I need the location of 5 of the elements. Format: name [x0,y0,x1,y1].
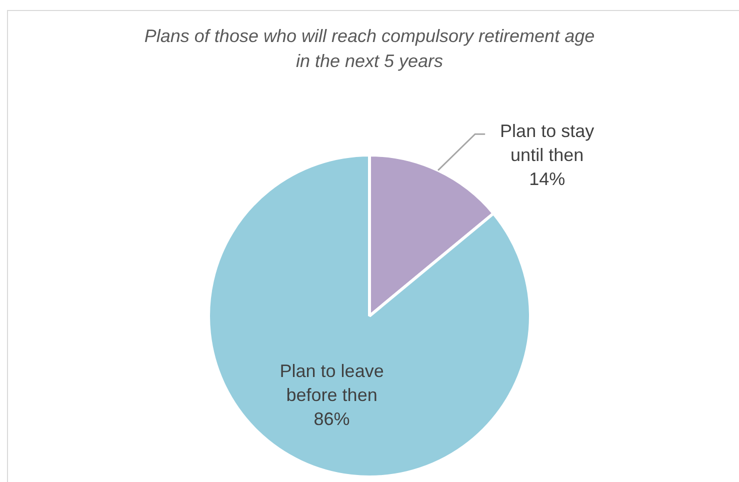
chart-title: Plans of those who will reach compulsory retirement age in the next 5 years [143,25,596,73]
slice-label: Plan to stay until then [500,121,594,166]
data-label: 86% [314,409,350,430]
slice-label: Plan to leave before then [280,361,384,406]
data-label: 14% [529,169,566,190]
